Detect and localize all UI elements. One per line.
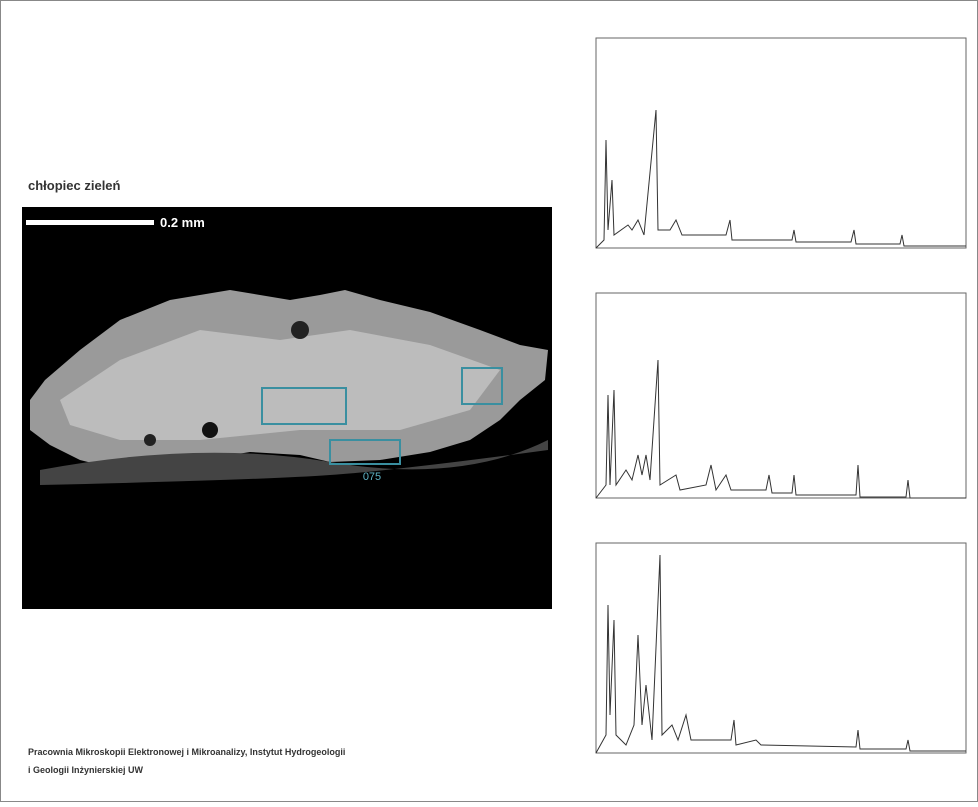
spectrum-frame — [596, 293, 966, 498]
figure-title: chłopiec zieleń — [28, 178, 121, 193]
spectrum — [596, 293, 966, 498]
image-label: 075 — [363, 471, 381, 483]
sem-image: 075 0.2 mm — [22, 207, 552, 609]
caption-line: Pracownia Mikroskopii Elektronowej i Mik… — [28, 747, 345, 757]
spectrum — [596, 38, 966, 248]
pore — [144, 434, 156, 446]
scale-label: 0.2 mm — [160, 215, 205, 230]
scale-bar — [26, 220, 154, 225]
spectrum-frame — [596, 38, 966, 248]
pore — [291, 321, 309, 339]
pore — [202, 422, 218, 438]
page: chłopiec zieleń 075 0.2 mm Pracownia Mik… — [0, 0, 978, 802]
spectrum-frame — [596, 543, 966, 753]
spectrum — [596, 543, 966, 753]
caption-line: i Geologii Inżynierskiej UW — [28, 765, 144, 775]
